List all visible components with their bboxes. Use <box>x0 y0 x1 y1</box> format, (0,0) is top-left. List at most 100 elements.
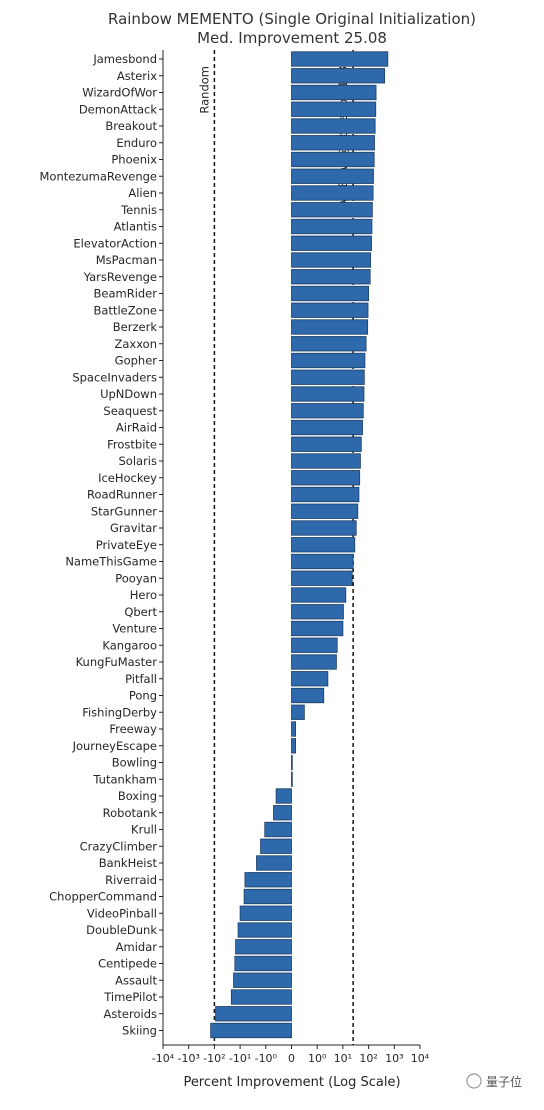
bar <box>291 436 362 452</box>
category-label: Hero <box>130 588 157 602</box>
category-label: Pong <box>129 689 157 703</box>
category-label: YarsRevenge <box>83 270 157 284</box>
bar <box>291 403 364 419</box>
x-tick-label: -10⁴ <box>152 1052 175 1065</box>
bar <box>291 738 297 754</box>
bar <box>291 68 386 84</box>
category-label: Qbert <box>124 605 157 619</box>
category-label: RoadRunner <box>87 488 157 502</box>
bar <box>273 805 292 821</box>
watermark-text: 量子位 <box>486 1074 522 1089</box>
bars <box>210 51 389 1039</box>
category-labels: Jamesbond Asterix WizardOfWor DemonAttack Br… <box>40 52 163 1038</box>
category-label: MsPacman <box>96 253 157 267</box>
category-label: PrivateEye <box>96 538 157 552</box>
category-label: Breakout <box>105 119 157 133</box>
category-label: Tennis <box>120 203 157 217</box>
category-label: ElevatorAction <box>73 236 157 250</box>
category-label: Venture <box>112 622 157 636</box>
category-label: Gopher <box>115 354 158 368</box>
x-tick-label: -10⁰ <box>255 1052 278 1065</box>
bar <box>291 704 305 720</box>
category-label: CrazyClimber <box>80 839 158 853</box>
bar <box>291 185 374 201</box>
bar <box>291 721 297 737</box>
bar <box>291 101 377 117</box>
bar <box>291 570 353 586</box>
bar <box>291 604 344 620</box>
bar <box>291 620 344 637</box>
x-tick-label: -10¹ <box>229 1052 251 1065</box>
bar <box>291 419 363 436</box>
bar <box>291 503 359 519</box>
x-axis-label: Percent Improvement (Log Scale) <box>183 1075 400 1090</box>
category-label: MontezumaRevenge <box>40 169 158 183</box>
bar <box>230 989 292 1005</box>
category-label: UpNDown <box>100 387 157 401</box>
category-label: BattleZone <box>93 303 157 317</box>
bar <box>291 51 389 67</box>
category-label: Centipede <box>98 957 157 971</box>
category-label: Jamesbond <box>92 52 157 66</box>
bar <box>210 1022 292 1039</box>
bar <box>291 151 375 168</box>
bar <box>234 955 292 972</box>
category-label: Gravitar <box>110 521 157 535</box>
category-label: Freeway <box>109 722 157 736</box>
bar <box>291 118 376 134</box>
category-label: KungFuMaster <box>76 655 158 669</box>
bar <box>291 537 356 553</box>
bar <box>291 369 365 385</box>
category-label: Riverraid <box>105 873 157 887</box>
category-label: Phoenix <box>111 153 157 167</box>
bar <box>291 135 375 151</box>
category-label: Amidar <box>116 940 158 954</box>
bar <box>237 922 292 938</box>
x-tick-label: 10¹ <box>334 1052 352 1065</box>
category-label: Pooyan <box>115 571 157 585</box>
category-label: Boxing <box>118 789 157 803</box>
x-tick-label: -10³ <box>178 1052 200 1065</box>
category-label: StarGunner <box>91 504 157 518</box>
category-label: Kangaroo <box>102 638 157 652</box>
bar <box>275 788 292 804</box>
bar <box>291 285 369 302</box>
reference-line-label: Random <box>197 66 211 114</box>
category-label: BeamRider <box>93 287 157 301</box>
category-label: DemonAttack <box>79 102 158 116</box>
bar <box>291 754 293 771</box>
bar <box>291 486 360 503</box>
bar <box>291 386 365 402</box>
category-label: WizardOfWor <box>82 86 157 100</box>
bar <box>291 302 369 318</box>
category-label: Asterix <box>117 69 157 83</box>
chart-title: Rainbow MEMENTO (Single Original Initial… <box>108 10 476 28</box>
bar <box>233 972 292 988</box>
category-label: Bowling <box>112 756 157 770</box>
category-label: Skiing <box>122 1024 157 1038</box>
bar <box>291 687 325 704</box>
category-label: IceHockey <box>98 471 157 485</box>
category-label: Robotank <box>103 806 158 820</box>
bar <box>291 235 372 251</box>
bar <box>256 855 292 871</box>
category-label: Assault <box>115 973 157 987</box>
category-label: Alien <box>128 186 157 200</box>
bar <box>235 939 292 955</box>
category-label: Atlantis <box>114 220 157 234</box>
category-label: VideoPinball <box>87 906 157 920</box>
bar <box>291 671 329 687</box>
bar <box>291 637 338 653</box>
category-label: TimePilot <box>103 990 157 1004</box>
x-tick-label: 10² <box>359 1052 377 1065</box>
bar <box>239 905 292 921</box>
bar <box>243 888 292 905</box>
x-tick-label: 10³ <box>385 1052 403 1065</box>
x-axis: -10⁴ -10³ -10² -10¹ -10⁰ 0 10⁰ 10¹ 10² 10³ 10⁴ <box>152 50 430 1065</box>
x-tick-label: 10⁰ <box>308 1052 327 1065</box>
category-label: FishingDerby <box>82 705 157 719</box>
bar <box>291 654 337 670</box>
bar <box>291 168 374 184</box>
watermark: 量子位 <box>466 1073 522 1089</box>
